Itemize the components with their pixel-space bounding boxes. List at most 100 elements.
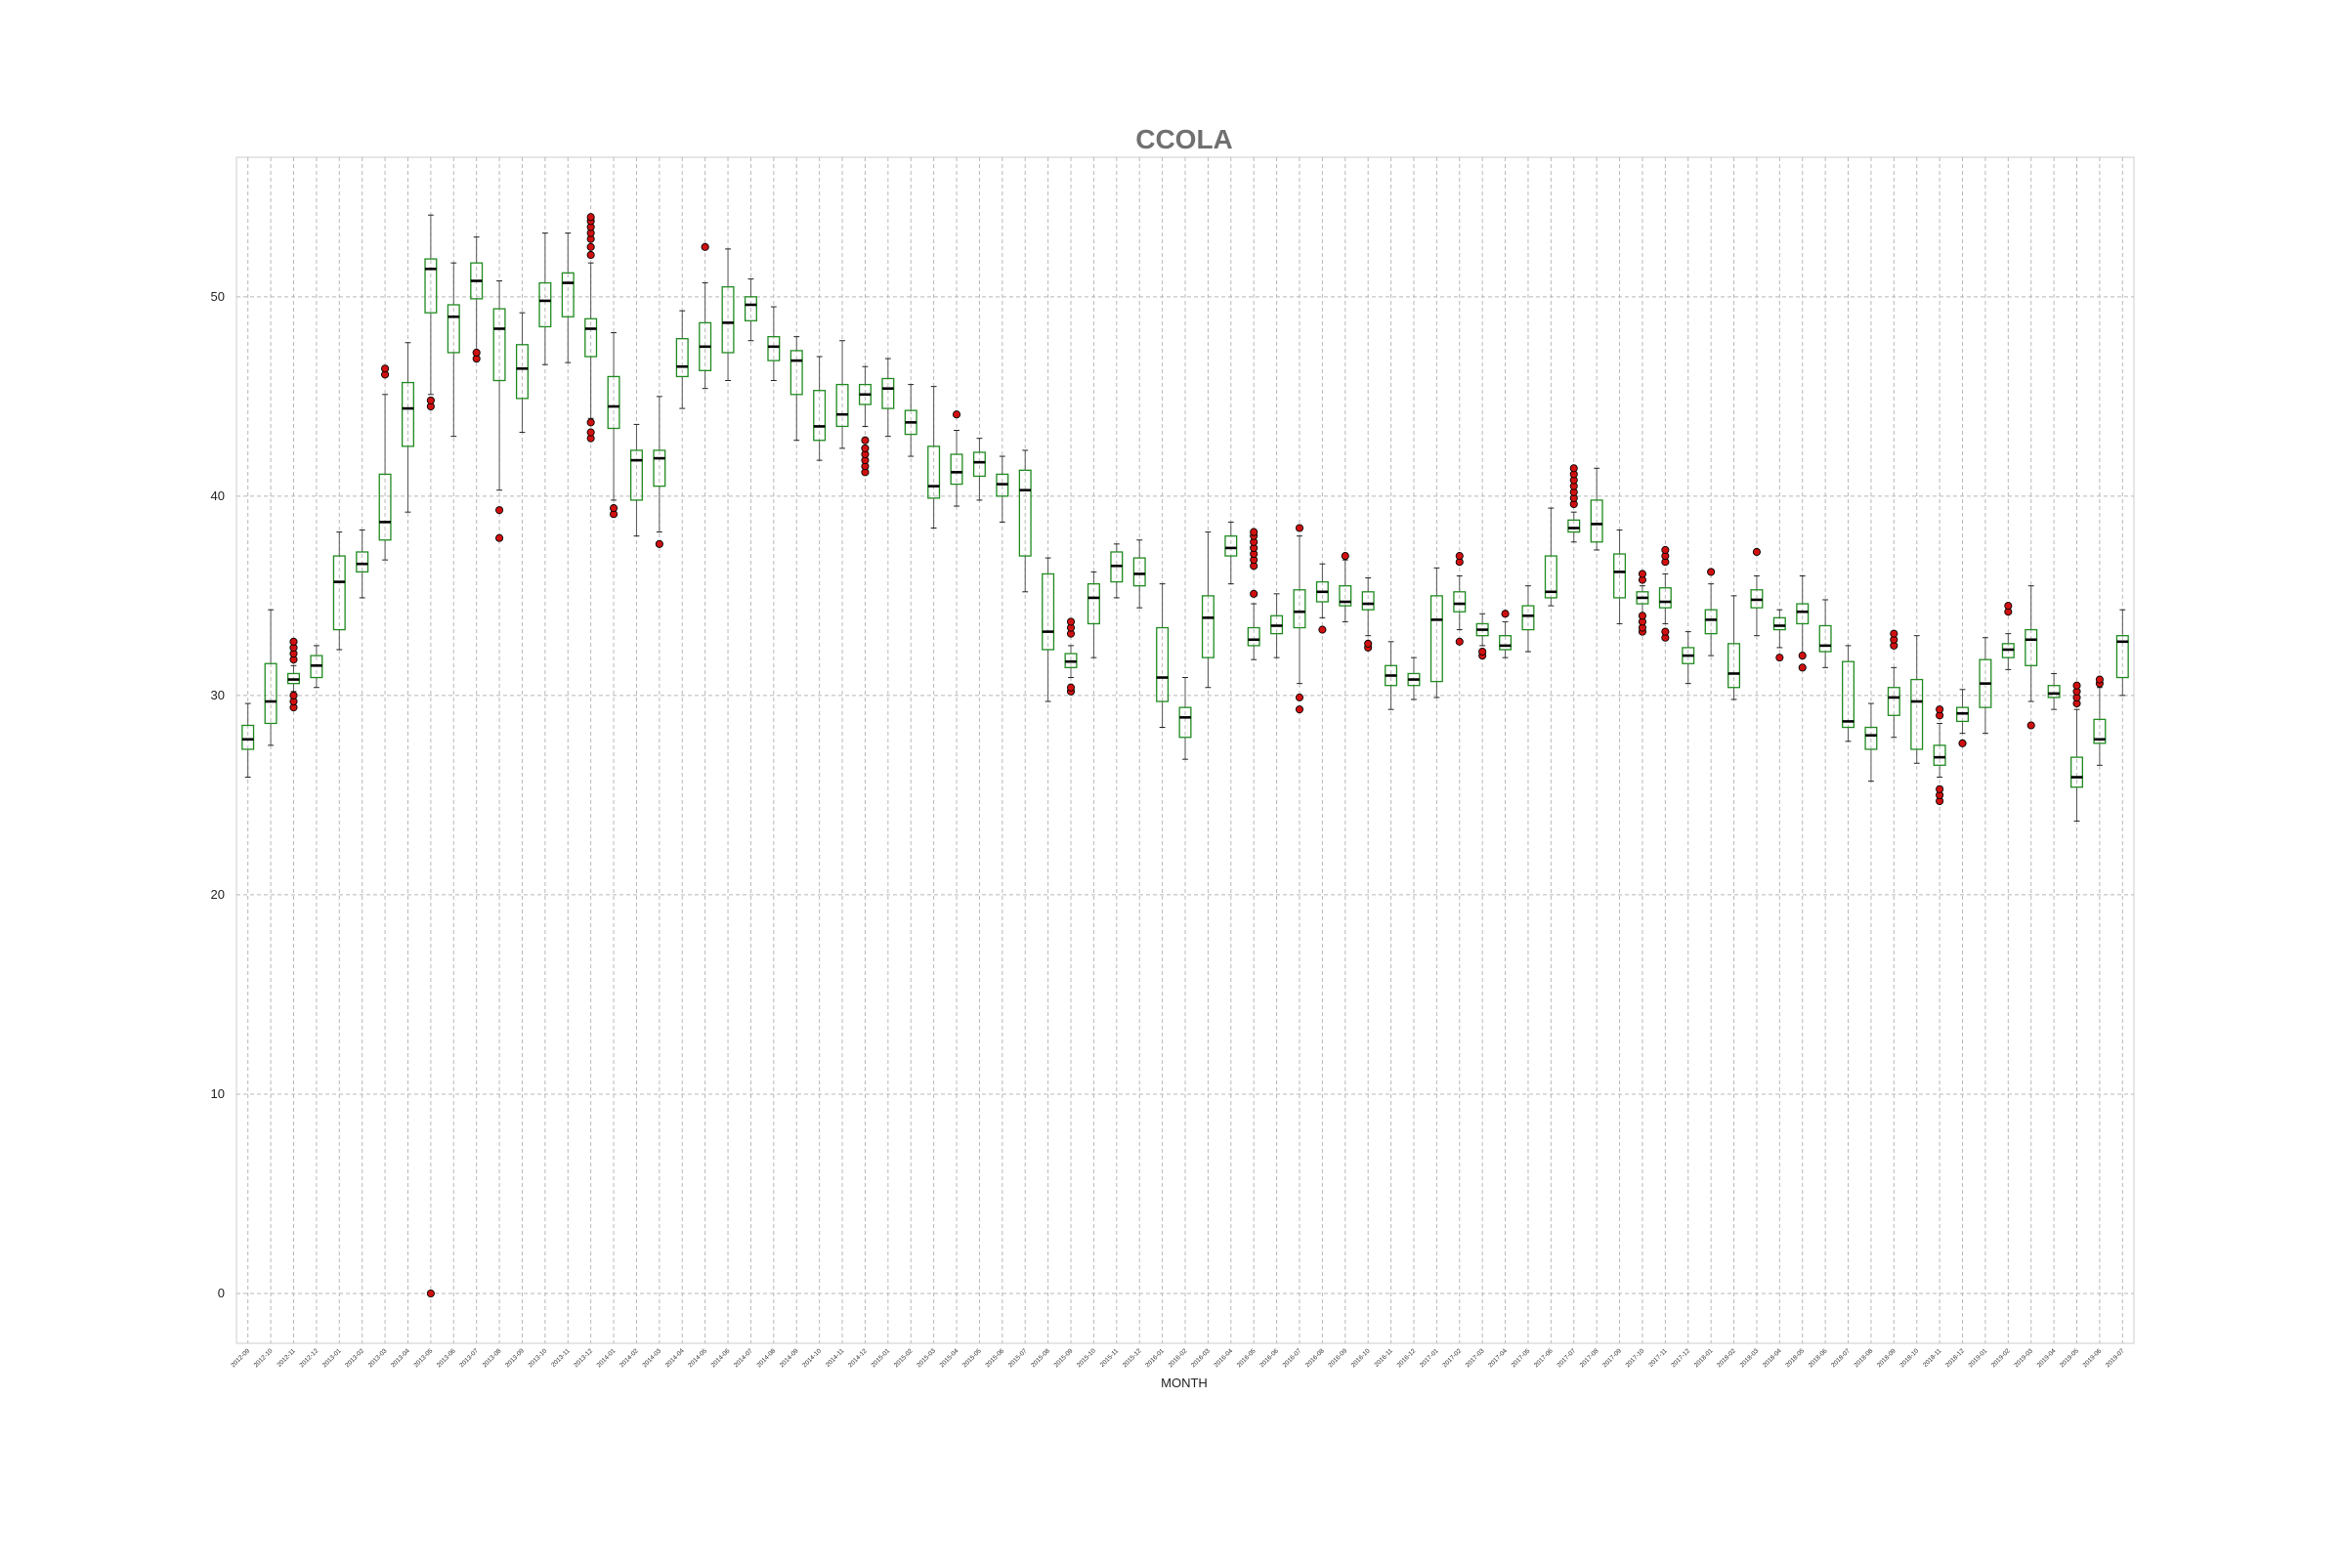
iqr-box [241, 724, 255, 750]
y-tick-label: 50 [211, 289, 225, 304]
box-2017-04 [1499, 610, 1513, 658]
x-tick-label: 2017-01 [1419, 1347, 1440, 1369]
box-2013-12 [584, 213, 598, 443]
x-tick-label: 2013-05 [412, 1347, 434, 1369]
x-tick-label: 2016-05 [1236, 1347, 1258, 1369]
box-2016-02 [1178, 677, 1192, 760]
outlier-point [1936, 784, 1944, 793]
x-tick-label: 2017-06 [1533, 1347, 1555, 1369]
box-2013-11 [561, 233, 575, 363]
x-tick-labels: 2012-09 2012-10 2012-11 2012-12 2013-01 2013-… [230, 1347, 2126, 1369]
y-tick-label: 20 [211, 887, 225, 902]
y-tick-label: 40 [211, 488, 225, 503]
iqr-box [1796, 603, 1810, 625]
outlier-point [1958, 739, 1967, 747]
box-2014-07 [744, 277, 757, 342]
x-tick-label: 2014-03 [641, 1347, 662, 1369]
outlier-point [1455, 552, 1464, 561]
box-2015-09 [1064, 617, 1078, 696]
iqr-box [789, 350, 803, 396]
outlier-point [1250, 528, 1258, 536]
x-tick-label: 2017-03 [1465, 1347, 1486, 1369]
iqr-box [972, 451, 986, 478]
x-tick-label: 2018-03 [1739, 1347, 1761, 1369]
box-2018-03 [1750, 547, 1764, 637]
outlier-point [1890, 629, 1898, 638]
x-tick-label: 2014-06 [710, 1347, 732, 1369]
x-tick-label: 2015-02 [893, 1347, 915, 1369]
iqr-box [515, 344, 529, 400]
outlier-point [1775, 654, 1784, 662]
box-2015-01 [881, 358, 895, 438]
iqr-box [1658, 587, 1672, 609]
box-2013-01 [332, 531, 346, 651]
y-tick-label: 30 [211, 688, 225, 702]
y-tick-label: 0 [218, 1286, 225, 1300]
x-tick-label: 2017-12 [1670, 1347, 1691, 1369]
box-2012-12 [310, 645, 323, 689]
iqr-box [424, 258, 438, 314]
iqr-box [1613, 553, 1627, 599]
iqr-box [332, 555, 346, 631]
box-2019-07 [2115, 609, 2129, 697]
outlier-point [952, 410, 961, 419]
box-2014-06 [721, 248, 735, 382]
iqr-box [1201, 595, 1215, 658]
outlier-point [1295, 524, 1304, 532]
box-2015-07 [1018, 449, 1032, 593]
box-2013-07 [470, 236, 484, 363]
x-tick-label: 2018-05 [1784, 1347, 1806, 1369]
x-tick-label: 2015-12 [1122, 1347, 1143, 1369]
iqr-box [1018, 469, 1032, 557]
x-tick-label: 2018-02 [1716, 1347, 1737, 1369]
outlier-point [586, 250, 595, 260]
x-tick-label: 2014-12 [847, 1347, 869, 1369]
iqr-box [950, 453, 963, 486]
box-2019-01 [1979, 637, 1992, 735]
x-tick-label: 2013-02 [344, 1347, 365, 1369]
box-2017-03 [1475, 613, 1489, 660]
box-2019-02 [2001, 602, 2015, 670]
outlier-point [1341, 552, 1349, 561]
box-2019-04 [2047, 672, 2061, 710]
box-2015-03 [927, 386, 941, 530]
box-2016-04 [1224, 521, 1238, 585]
outlier-point [586, 428, 595, 437]
outlier-point [2004, 602, 2013, 611]
box-2015-12 [1132, 539, 1146, 609]
iqr-box [835, 383, 849, 428]
x-tick-label: 2015-07 [1007, 1347, 1029, 1369]
y-tick-labels: 0 10 20 30 40 50 [211, 289, 225, 1300]
box-2019-06 [2093, 675, 2107, 766]
box-2014-01 [607, 332, 620, 519]
iqr-box [927, 445, 941, 499]
box-2018-06 [1818, 599, 1832, 668]
x-tick-label: 2019-01 [1968, 1347, 1989, 1369]
x-tick-label: 2015-08 [1030, 1347, 1051, 1369]
box-2016-05 [1247, 528, 1260, 660]
iqr-box [1887, 687, 1900, 716]
iqr-box [1453, 591, 1467, 613]
iqr-box [1156, 626, 1170, 702]
iqr-box [1087, 582, 1100, 625]
x-tick-label: 2015-03 [916, 1347, 937, 1369]
x-tick-label: 2015-09 [1053, 1347, 1075, 1369]
outlier-point [861, 444, 870, 452]
iqr-box [2070, 756, 2084, 788]
x-tick-label: 2015-10 [1076, 1347, 1097, 1369]
box-2017-10 [1636, 570, 1649, 636]
box-2012-09 [241, 702, 255, 779]
box-2014-10 [813, 356, 827, 461]
x-tick-label: 2015-04 [939, 1347, 960, 1369]
box-2015-10 [1087, 571, 1100, 658]
x-tick-label: 2016-11 [1374, 1347, 1395, 1369]
x-tick-label: 2017-07 [1556, 1347, 1577, 1369]
box-2014-03 [653, 396, 666, 548]
box-2017-06 [1544, 507, 1557, 607]
outlier-point [610, 504, 618, 513]
outlier-point [1501, 610, 1510, 618]
box-2012-11 [286, 637, 300, 712]
outlier-point [1364, 639, 1373, 648]
iqr-box [1772, 616, 1786, 631]
box-2016-10 [1361, 577, 1375, 652]
